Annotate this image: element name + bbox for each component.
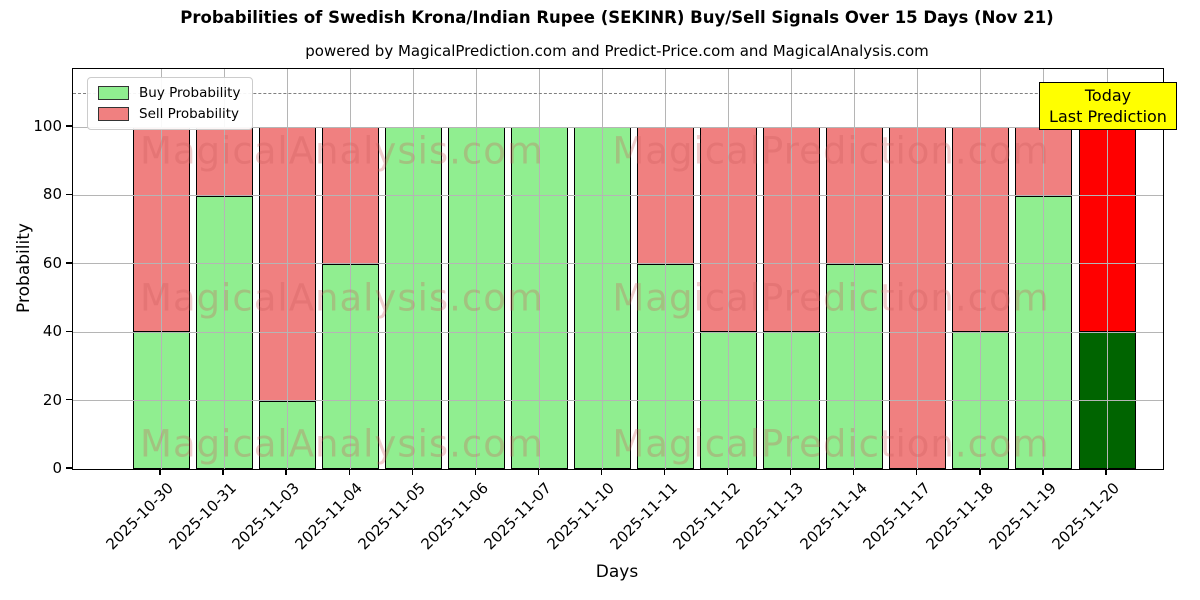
x-tick-label: 2025-11-11 <box>606 479 682 554</box>
v-gridline <box>1106 69 1108 469</box>
x-tick-mark <box>222 469 224 475</box>
x-tick-label: 2025-11-13 <box>733 479 808 554</box>
y-tick-label: 40 <box>42 322 62 341</box>
v-gridline <box>349 69 351 469</box>
v-gridline <box>286 69 288 469</box>
x-tick-mark <box>853 469 855 475</box>
x-tick-mark <box>159 469 161 475</box>
x-tick-label: 2025-11-18 <box>922 479 997 554</box>
legend-item: Buy Probability <box>98 86 240 100</box>
v-gridline <box>538 69 540 469</box>
y-tick-label: 60 <box>42 253 62 272</box>
v-gridline <box>728 69 730 469</box>
v-gridline <box>917 69 919 469</box>
x-tick-mark <box>600 469 603 475</box>
y-tick-mark <box>66 193 72 196</box>
legend-label: Sell Probability <box>139 106 240 122</box>
y-tick-mark <box>66 398 72 401</box>
h-gridline <box>73 126 1163 128</box>
x-tick-mark <box>979 469 981 475</box>
legend: Buy Probability Sell Probability <box>87 77 254 130</box>
x-tick-mark <box>411 469 413 475</box>
v-gridline <box>475 69 477 469</box>
h-gridline <box>73 400 1163 402</box>
v-gridline <box>665 69 667 469</box>
x-tick-mark <box>348 469 350 475</box>
x-tick-label: 2025-11-20 <box>1048 479 1123 554</box>
y-tick-mark <box>66 125 72 127</box>
x-tick-mark <box>474 469 477 475</box>
y-tick-label: 20 <box>42 390 62 409</box>
chart-subtitle: powered by MagicalPrediction.com and Pre… <box>305 42 929 60</box>
v-gridline <box>854 69 856 469</box>
x-tick-mark <box>916 469 918 475</box>
today-annotation-line2: Last Prediction <box>1049 107 1167 126</box>
y-tick-label: 0 <box>52 459 62 477</box>
y-tick-mark <box>66 467 72 469</box>
x-tick-mark <box>663 469 666 475</box>
today-annotation-line1: Today <box>1084 86 1132 105</box>
x-axis-label: Days <box>595 562 639 582</box>
h-gridline <box>73 194 1163 196</box>
legend-label: Buy Probability <box>139 85 241 101</box>
h-gridline <box>73 263 1163 265</box>
x-tick-label: 2025-11-19 <box>985 479 1060 554</box>
v-gridline <box>980 69 982 469</box>
plot-area: Buy Probability Sell Probability Today La… <box>72 68 1177 470</box>
x-tick-label: 2025-11-10 <box>543 479 619 554</box>
x-tick-label: 2025-11-05 <box>354 479 429 554</box>
x-tick-label: 2025-10-31 <box>165 479 240 554</box>
x-tick-label: 2025-10-30 <box>102 479 177 554</box>
dashed-threshold-line <box>73 92 1163 94</box>
legend-item: Sell Probability <box>98 107 240 121</box>
v-gridline <box>412 69 414 469</box>
x-tick-label: 2025-11-04 <box>291 479 366 554</box>
v-gridline <box>160 69 162 469</box>
y-tick-mark <box>66 262 72 264</box>
v-gridline <box>791 69 793 469</box>
x-tick-label: 2025-11-06 <box>417 479 493 554</box>
y-tick-mark <box>66 330 72 332</box>
x-tick-mark <box>1105 469 1107 475</box>
x-tick-label: 2025-11-07 <box>480 479 556 554</box>
legend-swatch <box>98 86 129 100</box>
x-tick-mark <box>537 469 540 475</box>
y-tick-label: 80 <box>42 185 62 204</box>
v-gridline <box>223 69 225 469</box>
h-gridline <box>73 331 1163 333</box>
x-tick-mark <box>1042 469 1044 475</box>
x-tick-label: 2025-11-14 <box>796 479 871 554</box>
chart-title: Probabilities of Swedish Krona/Indian Ru… <box>180 8 1054 27</box>
x-tick-mark <box>789 469 792 475</box>
legend-swatch <box>98 107 129 121</box>
x-tick-label: 2025-11-03 <box>228 479 303 554</box>
today-annotation: Today Last Prediction <box>1039 82 1177 130</box>
y-tick-label: 100 <box>33 117 62 136</box>
x-tick-mark <box>285 469 287 475</box>
v-gridline <box>601 69 603 469</box>
x-tick-mark <box>726 469 729 475</box>
v-gridline <box>1043 69 1045 469</box>
